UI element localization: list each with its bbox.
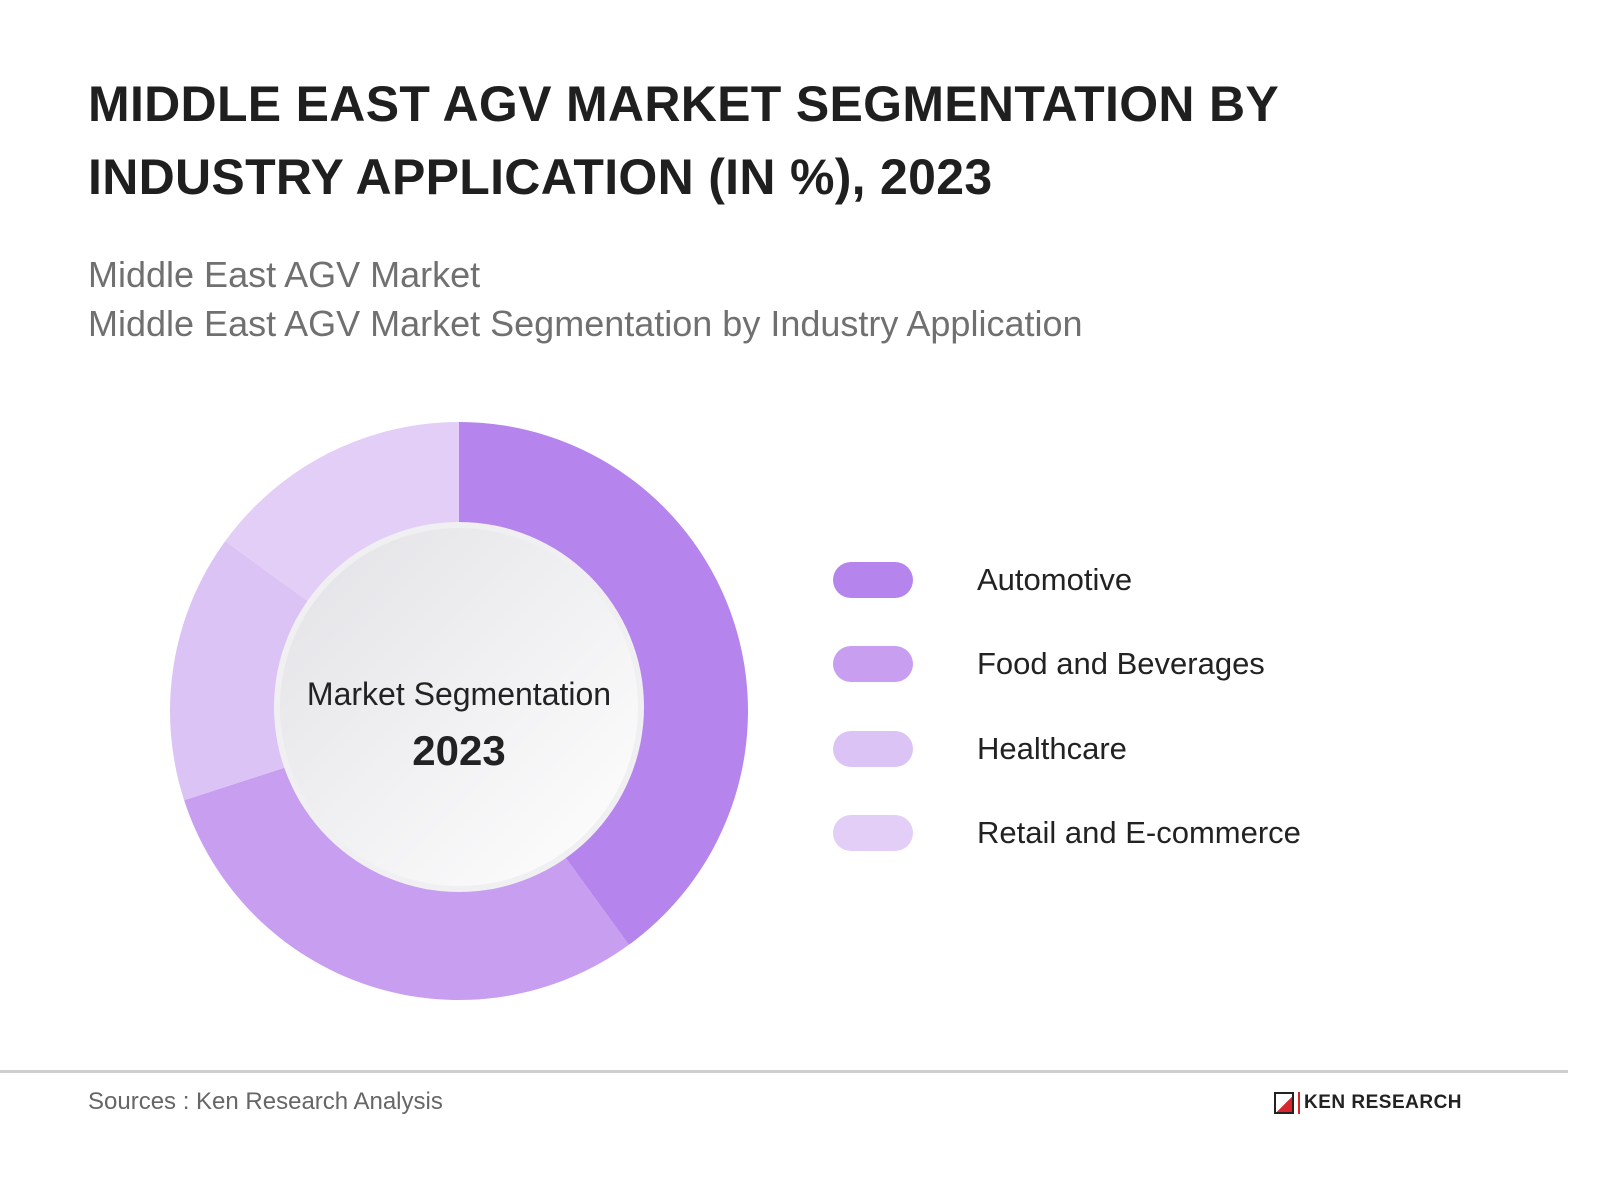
legend-item-retail-and-e-commerce[interactable]: Retail and E-commerce — [833, 815, 1433, 851]
center-label: Market Segmentation — [307, 676, 611, 712]
source-note: Sources : Ken Research Analysis — [88, 1088, 443, 1115]
legend-label: Healthcare — [977, 731, 1127, 766]
logo-mark-icon — [1274, 1092, 1294, 1114]
donut-hole — [280, 528, 638, 886]
chart-subtitle-2: Middle East AGV Market Segmentation by I… — [88, 303, 1083, 344]
legend-item-healthcare[interactable]: Healthcare — [833, 731, 1433, 767]
donut-chart: Market Segmentation 2023 — [170, 422, 748, 1000]
logo-text: KEN RESEARCH — [1298, 1092, 1462, 1114]
chart-subtitle: Middle East AGV Market — [88, 254, 481, 295]
legend-swatch — [833, 815, 913, 851]
legend-item-automotive[interactable]: Automotive — [833, 562, 1433, 598]
legend-label: Automotive — [977, 562, 1133, 597]
legend-item-food-and-beverages[interactable]: Food and Beverages — [833, 646, 1433, 682]
center-year: 2023 — [412, 727, 505, 774]
footer-divider — [0, 1070, 1568, 1073]
ken-research-logo: KEN RESEARCH — [1274, 1092, 1462, 1114]
legend-swatch — [833, 731, 913, 767]
legend-label: Retail and E-commerce — [977, 815, 1301, 850]
chart-title: MIDDLE EAST AGV MARKET SEGMENTATION BY I… — [88, 76, 1279, 205]
legend-swatch — [833, 562, 913, 598]
legend-label: Food and Beverages — [977, 646, 1265, 681]
legend-swatch — [833, 646, 913, 682]
